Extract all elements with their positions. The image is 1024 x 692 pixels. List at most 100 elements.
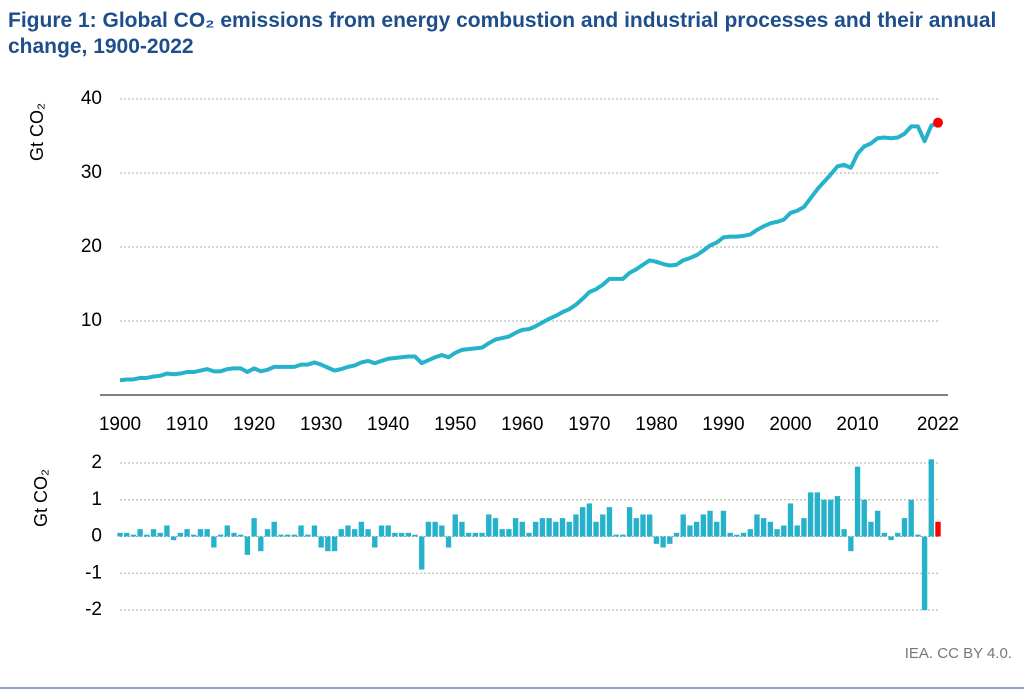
change-bar (559, 518, 566, 537)
change-bar (117, 532, 123, 537)
change-bar (184, 529, 190, 537)
change-bar (566, 521, 572, 537)
change-bar (425, 521, 432, 537)
y-tick-label: 40 (81, 88, 102, 109)
y-axis-label: Gt CO₂ (31, 469, 51, 527)
x-tick-label: 1940 (367, 414, 409, 435)
y-tick-label: 0 (91, 526, 102, 547)
change-bar (432, 521, 438, 537)
change-bar (298, 525, 304, 537)
change-bar (620, 534, 626, 537)
change-bar (258, 536, 264, 552)
change-bar (854, 466, 861, 537)
y-axis-label: Gt CO₂ (27, 103, 47, 161)
change-bar (546, 518, 552, 537)
emissions-line (119, 120, 939, 383)
highlight-point (933, 117, 943, 128)
change-bar (533, 521, 539, 537)
change-bar (452, 514, 458, 537)
change-bar (586, 503, 593, 537)
change-bar (667, 536, 673, 544)
change-bar (700, 514, 707, 537)
change-bar (734, 534, 740, 537)
change-bar (392, 532, 398, 537)
x-tick-label: 1930 (300, 414, 342, 435)
change-bar (318, 536, 324, 548)
change-bar (841, 529, 847, 537)
change-bar (814, 492, 820, 537)
change-bar (331, 536, 338, 552)
change-bar (747, 529, 753, 537)
change-bar (358, 521, 365, 537)
change-bar (170, 536, 177, 541)
change-bar (492, 518, 499, 537)
change-bar (787, 503, 794, 537)
x-tick-label: 2000 (769, 414, 811, 435)
y-tick-label: 1 (91, 489, 102, 510)
change-bar (150, 529, 157, 537)
change-bar (405, 532, 411, 537)
change-bar (197, 529, 204, 537)
change-bar (720, 510, 727, 537)
x-tick-label: 1900 (99, 414, 141, 435)
change-bar (311, 525, 318, 537)
x-tick-label: 1960 (501, 414, 543, 435)
source: IEA. CC BY 4.0. (904, 645, 1012, 662)
change-bar (888, 536, 894, 541)
change-bar (479, 532, 485, 537)
change-bar (774, 529, 780, 537)
change-bar (378, 525, 385, 537)
change-bar (137, 529, 143, 537)
y-tick-label: 30 (81, 162, 102, 183)
change-bar (124, 532, 130, 537)
change-bar (579, 507, 586, 537)
change-bar (419, 536, 425, 570)
change-bar (828, 499, 834, 537)
y-tick-label: -2 (85, 599, 102, 620)
change-bar (325, 536, 331, 552)
change-bar (727, 532, 733, 537)
change-bar (673, 532, 680, 537)
change-bar (351, 529, 358, 537)
y-tick-label: 2 (91, 452, 102, 473)
change-bar (928, 459, 934, 537)
change-bar (801, 518, 807, 537)
change-bar (211, 536, 217, 548)
change-bar (412, 534, 418, 537)
change-bar (626, 507, 633, 537)
change-bar (834, 496, 841, 537)
change-bar (512, 518, 519, 537)
y-tick-label: 10 (81, 310, 102, 331)
change-bar (164, 525, 170, 537)
change-bar (445, 536, 452, 548)
chart-title: Figure 1: Global CO₂ emissions from ener… (8, 9, 997, 58)
change-bar (687, 525, 693, 537)
change-bar (264, 529, 271, 537)
x-tick-label: 1950 (434, 414, 476, 435)
change-bar (372, 536, 378, 548)
change-bar (881, 532, 888, 537)
x-tick-label: 1970 (568, 414, 610, 435)
change-bar (204, 529, 210, 537)
change-bar (486, 514, 492, 537)
change-bar (465, 532, 472, 537)
change-bar (660, 536, 666, 548)
change-bar (519, 521, 525, 537)
change-bar (781, 525, 787, 537)
change-bar (231, 532, 237, 537)
x-tick-label: 1920 (233, 414, 275, 435)
change-bar (868, 521, 874, 537)
change-bar (606, 507, 613, 537)
change-bar (398, 532, 405, 537)
change-bar (593, 521, 599, 537)
change-bar (553, 521, 559, 537)
change-bar (238, 534, 244, 537)
change-bar (640, 514, 646, 537)
change-bar (278, 534, 284, 537)
change-bar (506, 529, 512, 537)
change-bar (874, 510, 881, 537)
change-bar (707, 510, 713, 537)
change-bar (848, 536, 854, 552)
